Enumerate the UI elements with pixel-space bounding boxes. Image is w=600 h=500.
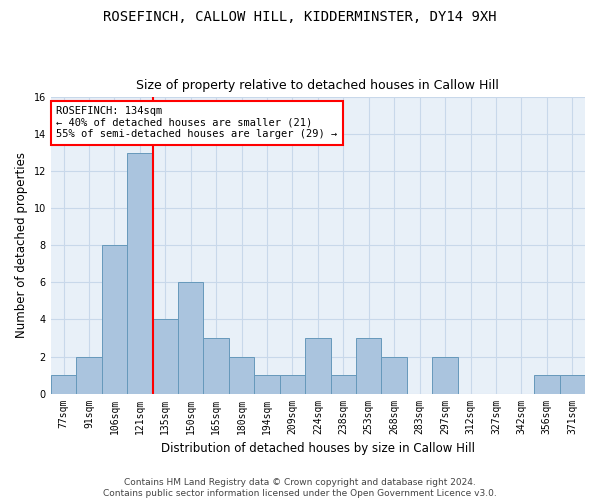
Bar [331, 375, 356, 394]
Text: ROSEFINCH, CALLOW HILL, KIDDERMINSTER, DY14 9XH: ROSEFINCH, CALLOW HILL, KIDDERMINSTER, D… [103, 10, 497, 24]
Bar [534, 375, 560, 394]
Bar [203, 338, 229, 394]
Bar [280, 375, 305, 394]
Title: Size of property relative to detached houses in Callow Hill: Size of property relative to detached ho… [136, 79, 499, 92]
Text: Contains HM Land Registry data © Crown copyright and database right 2024.
Contai: Contains HM Land Registry data © Crown c… [103, 478, 497, 498]
Bar [178, 282, 203, 394]
Bar [127, 153, 152, 394]
Bar [356, 338, 382, 394]
Bar [101, 246, 127, 394]
Bar [152, 320, 178, 394]
Bar [433, 356, 458, 394]
Bar [560, 375, 585, 394]
Bar [51, 375, 76, 394]
Text: ROSEFINCH: 134sqm
← 40% of detached houses are smaller (21)
55% of semi-detached: ROSEFINCH: 134sqm ← 40% of detached hous… [56, 106, 337, 140]
Bar [382, 356, 407, 394]
Bar [76, 356, 101, 394]
Bar [229, 356, 254, 394]
Bar [254, 375, 280, 394]
Bar [305, 338, 331, 394]
X-axis label: Distribution of detached houses by size in Callow Hill: Distribution of detached houses by size … [161, 442, 475, 455]
Y-axis label: Number of detached properties: Number of detached properties [15, 152, 28, 338]
